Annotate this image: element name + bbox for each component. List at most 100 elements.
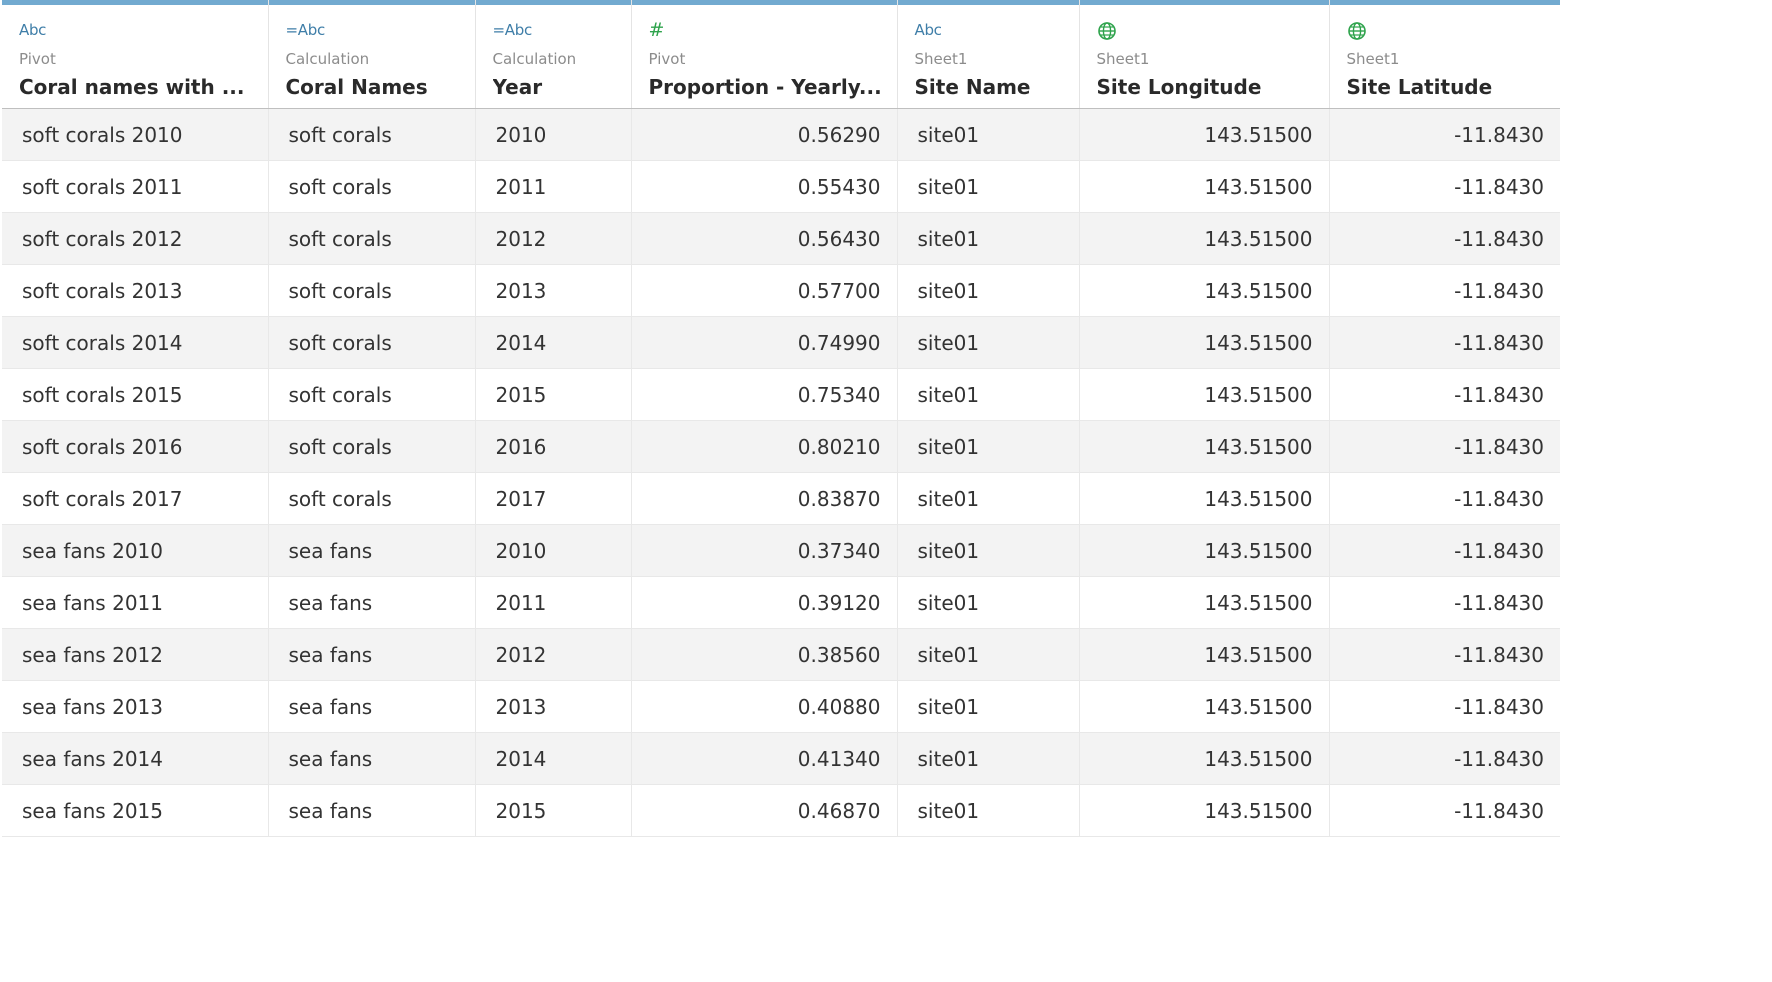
column-name[interactable]: Site Latitude bbox=[1346, 75, 1493, 99]
table-cell-coral-names-with[interactable]: sea fans 2014 bbox=[2, 732, 269, 785]
table-cell-site-longitude[interactable]: 143.51500 bbox=[1079, 368, 1330, 421]
table-cell-coral-names[interactable]: soft corals bbox=[268, 264, 476, 317]
column-header-proportion-yearly[interactable]: # Pivot Proportion - Yearly... bbox=[631, 0, 898, 109]
table-cell-proportion-yearly[interactable]: 0.46870 bbox=[631, 784, 898, 837]
column-header-site-latitude[interactable]: Sheet1 Site Latitude bbox=[1329, 0, 1560, 109]
column-name[interactable]: Year bbox=[492, 75, 543, 99]
table-cell-site-latitude[interactable]: -11.8430 bbox=[1329, 420, 1560, 473]
table-cell-coral-names-with[interactable]: soft corals 2010 bbox=[2, 108, 269, 161]
table-cell-coral-names[interactable]: sea fans bbox=[268, 576, 476, 629]
table-cell-proportion-yearly[interactable]: 0.38560 bbox=[631, 628, 898, 681]
table-cell-site-latitude[interactable]: -11.8430 bbox=[1329, 108, 1560, 161]
table-cell-coral-names-with[interactable]: soft corals 2013 bbox=[2, 264, 269, 317]
table-cell-coral-names-with[interactable]: soft corals 2015 bbox=[2, 368, 269, 421]
table-cell-year[interactable]: 2017 bbox=[475, 472, 632, 525]
table-cell-year[interactable]: 2012 bbox=[475, 212, 632, 265]
table-cell-site-name[interactable]: site01 bbox=[897, 316, 1080, 369]
table-cell-coral-names[interactable]: soft corals bbox=[268, 212, 476, 265]
table-cell-year[interactable]: 2011 bbox=[475, 160, 632, 213]
table-cell-site-latitude[interactable]: -11.8430 bbox=[1329, 368, 1560, 421]
table-cell-site-latitude[interactable]: -11.8430 bbox=[1329, 732, 1560, 785]
table-cell-proportion-yearly[interactable]: 0.55430 bbox=[631, 160, 898, 213]
table-cell-site-latitude[interactable]: -11.8430 bbox=[1329, 264, 1560, 317]
table-cell-proportion-yearly[interactable]: 0.57700 bbox=[631, 264, 898, 317]
table-cell-site-name[interactable]: site01 bbox=[897, 732, 1080, 785]
table-cell-year[interactable]: 2013 bbox=[475, 680, 632, 733]
table-cell-coral-names-with[interactable]: soft corals 2016 bbox=[2, 420, 269, 473]
table-cell-proportion-yearly[interactable]: 0.37340 bbox=[631, 524, 898, 577]
table-cell-site-latitude[interactable]: -11.8430 bbox=[1329, 316, 1560, 369]
table-cell-site-name[interactable]: site01 bbox=[897, 524, 1080, 577]
table-cell-site-latitude[interactable]: -11.8430 bbox=[1329, 680, 1560, 733]
table-cell-proportion-yearly[interactable]: 0.40880 bbox=[631, 680, 898, 733]
table-cell-site-longitude[interactable]: 143.51500 bbox=[1079, 212, 1330, 265]
table-cell-coral-names[interactable]: sea fans bbox=[268, 680, 476, 733]
table-cell-coral-names-with[interactable]: soft corals 2012 bbox=[2, 212, 269, 265]
calculated-string-type-icon[interactable]: =Abc bbox=[285, 21, 326, 39]
globe-icon[interactable] bbox=[1097, 20, 1321, 40]
table-cell-coral-names-with[interactable]: soft corals 2011 bbox=[2, 160, 269, 213]
column-name[interactable]: Proportion - Yearly... bbox=[648, 75, 882, 99]
table-cell-site-longitude[interactable]: 143.51500 bbox=[1079, 420, 1330, 473]
table-cell-site-latitude[interactable]: -11.8430 bbox=[1329, 472, 1560, 525]
calculated-string-type-icon[interactable]: =Abc bbox=[492, 21, 533, 39]
table-cell-coral-names-with[interactable]: sea fans 2010 bbox=[2, 524, 269, 577]
table-cell-site-name[interactable]: site01 bbox=[897, 160, 1080, 213]
table-cell-site-longitude[interactable]: 143.51500 bbox=[1079, 524, 1330, 577]
table-cell-coral-names[interactable]: sea fans bbox=[268, 784, 476, 837]
table-cell-site-latitude[interactable]: -11.8430 bbox=[1329, 160, 1560, 213]
table-cell-coral-names[interactable]: soft corals bbox=[268, 420, 476, 473]
table-cell-proportion-yearly[interactable]: 0.41340 bbox=[631, 732, 898, 785]
table-cell-coral-names[interactable]: soft corals bbox=[268, 316, 476, 369]
table-cell-site-longitude[interactable]: 143.51500 bbox=[1079, 108, 1330, 161]
column-header-site-name[interactable]: Abc Sheet1 Site Name bbox=[897, 0, 1080, 109]
number-type-icon[interactable]: # bbox=[648, 19, 665, 41]
column-header-coral-names[interactable]: =Abc Calculation Coral Names bbox=[268, 0, 476, 109]
table-cell-site-latitude[interactable]: -11.8430 bbox=[1329, 212, 1560, 265]
table-cell-site-longitude[interactable]: 143.51500 bbox=[1079, 784, 1330, 837]
column-header-year[interactable]: =Abc Calculation Year bbox=[475, 0, 632, 109]
table-cell-site-name[interactable]: site01 bbox=[897, 472, 1080, 525]
table-cell-site-longitude[interactable]: 143.51500 bbox=[1079, 160, 1330, 213]
table-cell-year[interactable]: 2011 bbox=[475, 576, 632, 629]
table-cell-coral-names[interactable]: sea fans bbox=[268, 628, 476, 681]
table-cell-proportion-yearly[interactable]: 0.83870 bbox=[631, 472, 898, 525]
table-cell-coral-names-with[interactable]: soft corals 2014 bbox=[2, 316, 269, 369]
table-cell-site-name[interactable]: site01 bbox=[897, 576, 1080, 629]
table-cell-year[interactable]: 2012 bbox=[475, 628, 632, 681]
table-cell-site-latitude[interactable]: -11.8430 bbox=[1329, 784, 1560, 837]
table-cell-coral-names[interactable]: soft corals bbox=[268, 472, 476, 525]
string-type-icon[interactable]: Abc bbox=[19, 21, 47, 39]
table-cell-year[interactable]: 2016 bbox=[475, 420, 632, 473]
table-cell-site-name[interactable]: site01 bbox=[897, 420, 1080, 473]
table-cell-coral-names[interactable]: sea fans bbox=[268, 524, 476, 577]
table-cell-site-name[interactable]: site01 bbox=[897, 264, 1080, 317]
table-cell-site-name[interactable]: site01 bbox=[897, 108, 1080, 161]
table-cell-site-latitude[interactable]: -11.8430 bbox=[1329, 628, 1560, 681]
table-cell-year[interactable]: 2010 bbox=[475, 108, 632, 161]
table-cell-proportion-yearly[interactable]: 0.75340 bbox=[631, 368, 898, 421]
table-cell-coral-names-with[interactable]: soft corals 2017 bbox=[2, 472, 269, 525]
table-cell-coral-names[interactable]: soft corals bbox=[268, 108, 476, 161]
table-cell-coral-names-with[interactable]: sea fans 2011 bbox=[2, 576, 269, 629]
table-cell-site-name[interactable]: site01 bbox=[897, 368, 1080, 421]
table-cell-site-longitude[interactable]: 143.51500 bbox=[1079, 472, 1330, 525]
table-cell-year[interactable]: 2013 bbox=[475, 264, 632, 317]
table-cell-proportion-yearly[interactable]: 0.74990 bbox=[631, 316, 898, 369]
table-cell-coral-names[interactable]: sea fans bbox=[268, 732, 476, 785]
table-cell-site-longitude[interactable]: 143.51500 bbox=[1079, 680, 1330, 733]
table-cell-site-longitude[interactable]: 143.51500 bbox=[1079, 576, 1330, 629]
table-cell-year[interactable]: 2014 bbox=[475, 732, 632, 785]
table-cell-site-name[interactable]: site01 bbox=[897, 784, 1080, 837]
string-type-icon[interactable]: Abc bbox=[914, 21, 942, 39]
table-cell-coral-names-with[interactable]: sea fans 2013 bbox=[2, 680, 269, 733]
table-cell-site-longitude[interactable]: 143.51500 bbox=[1079, 316, 1330, 369]
table-cell-site-longitude[interactable]: 143.51500 bbox=[1079, 628, 1330, 681]
table-cell-year[interactable]: 2010 bbox=[475, 524, 632, 577]
table-cell-year[interactable]: 2015 bbox=[475, 784, 632, 837]
table-cell-site-name[interactable]: site01 bbox=[897, 680, 1080, 733]
table-cell-coral-names-with[interactable]: sea fans 2012 bbox=[2, 628, 269, 681]
table-cell-site-longitude[interactable]: 143.51500 bbox=[1079, 732, 1330, 785]
table-cell-site-latitude[interactable]: -11.8430 bbox=[1329, 524, 1560, 577]
column-header-coral-names-with[interactable]: Abc Pivot Coral names with ... bbox=[2, 0, 269, 109]
